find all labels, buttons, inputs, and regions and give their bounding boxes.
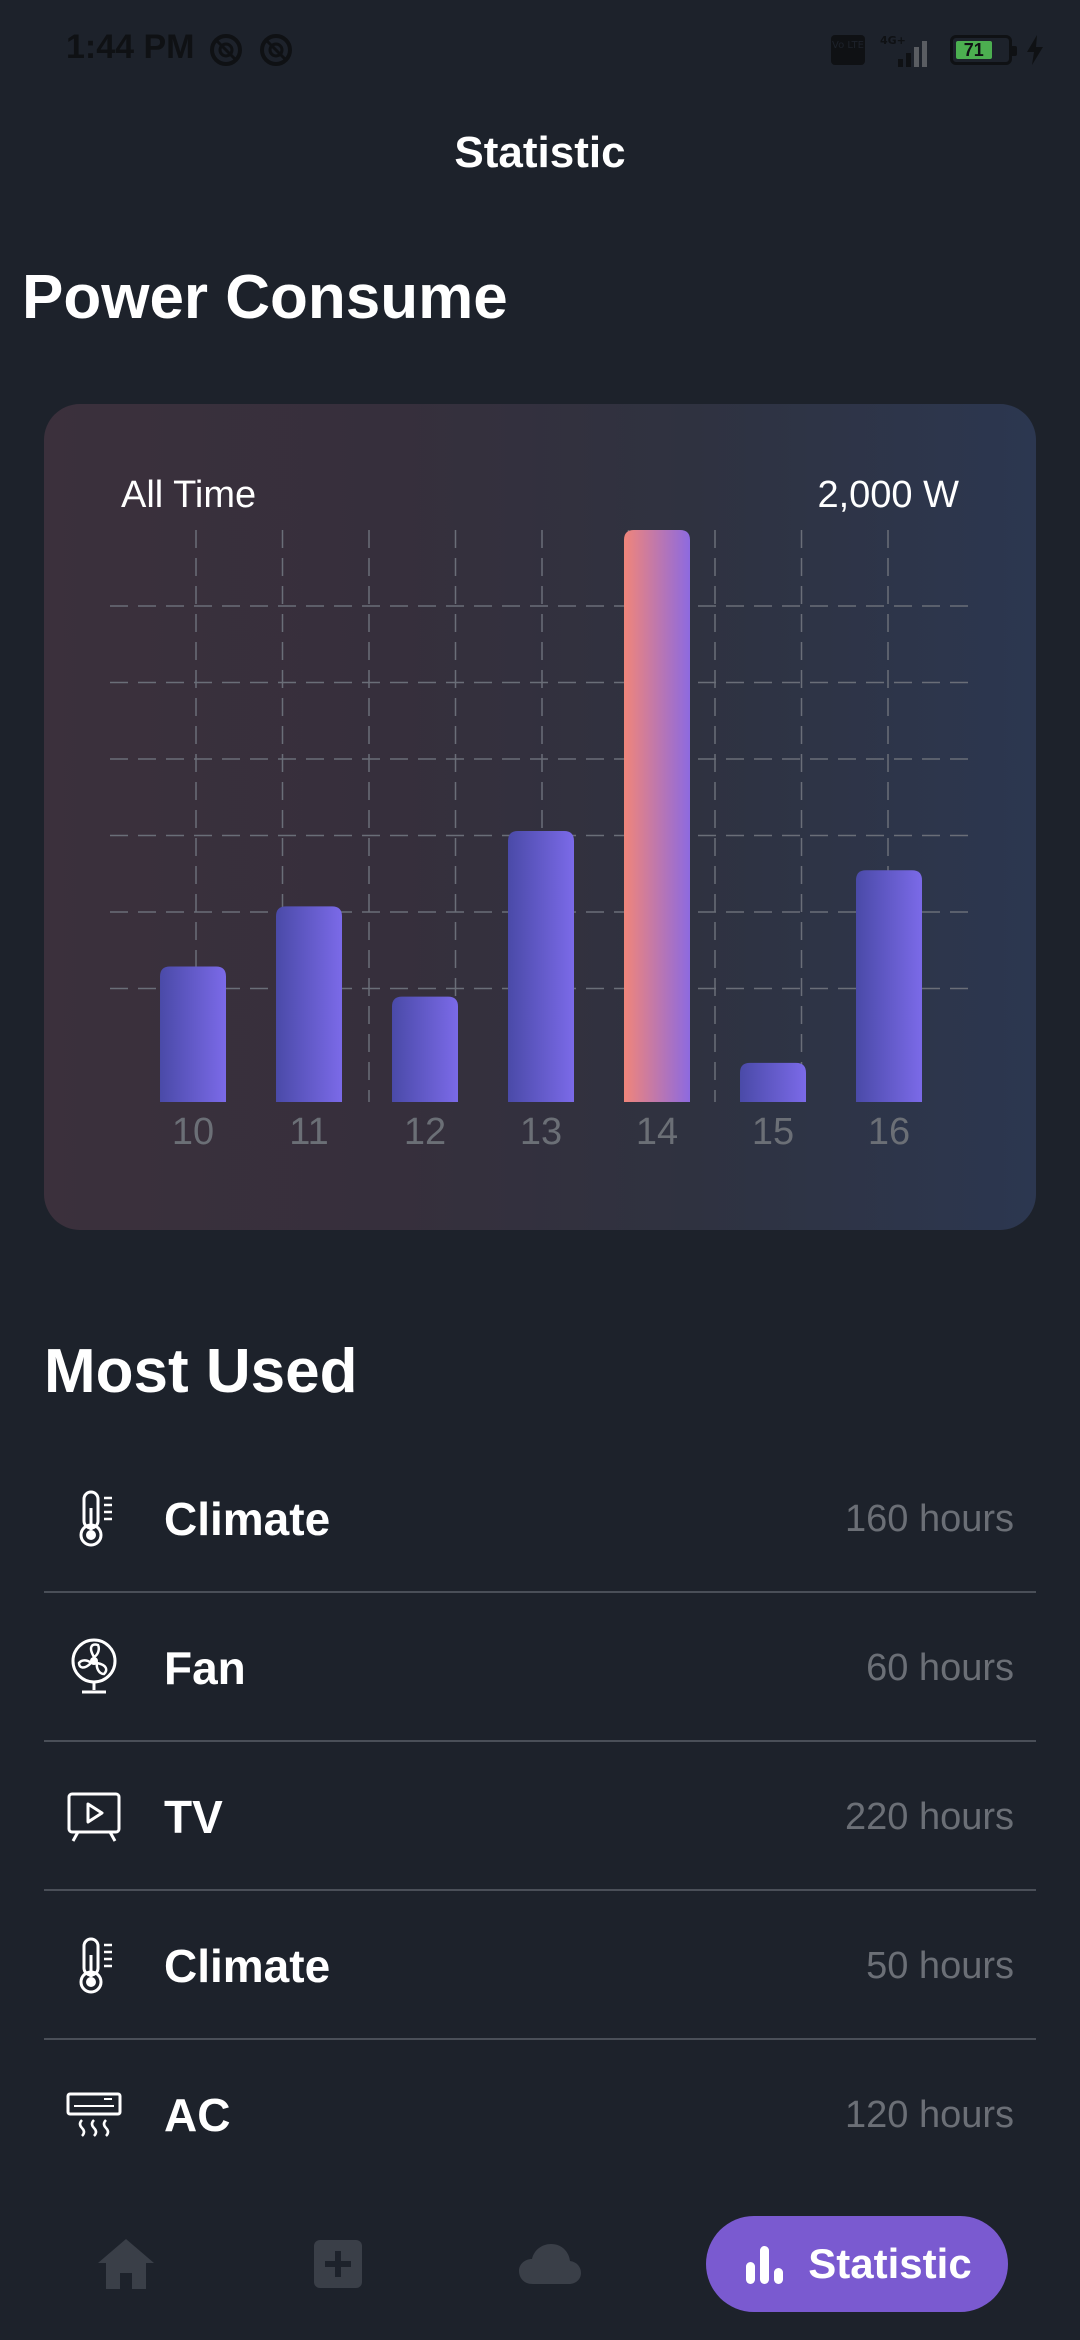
bar-chart-icon: [746, 2246, 784, 2284]
home-icon: [98, 2239, 154, 2289]
chart-bar[interactable]: [740, 1062, 806, 1102]
power-chart-card: All Time 2,000 W 10 11 12 13 14 15 16: [44, 404, 1036, 1230]
charging-icon: [1027, 35, 1043, 65]
item-name: AC: [164, 2089, 231, 2141]
power-consume-title: Power Consume: [22, 263, 508, 332]
item-name: TV: [164, 1791, 223, 1843]
chart-bars: [160, 530, 922, 1102]
signal-icon: 4G+: [880, 34, 927, 67]
battery-level: 71: [956, 40, 992, 60]
x-tick-label: 15: [752, 1111, 794, 1153]
most-used-list: Climate 160 hours Fan 60 hours: [44, 1444, 1036, 2189]
chart-bar[interactable]: [160, 966, 226, 1102]
list-item[interactable]: TV 220 hours: [44, 1742, 1036, 1891]
fan-icon: [71, 1638, 117, 1694]
x-tick-label: 10: [172, 1111, 214, 1153]
chart-x-labels: 10 11 12 13 14 15 16: [172, 1111, 910, 1153]
add-icon: [314, 2240, 362, 2288]
chart-max-label: 2,000 W: [817, 474, 959, 516]
volte-text: Vo LTE: [832, 40, 864, 51]
nav-add-button[interactable]: [288, 2214, 388, 2314]
item-hours: 120 hours: [844, 2094, 1014, 2136]
chart-bar[interactable]: [508, 831, 574, 1102]
x-tick-label: 13: [520, 1111, 562, 1153]
page-title: Statistic: [454, 128, 626, 177]
list-item[interactable]: Fan 60 hours: [44, 1593, 1036, 1742]
nav-cloud-button[interactable]: [500, 2214, 600, 2314]
list-item[interactable]: AC 120 hours: [44, 2040, 1036, 2189]
x-tick-label: 14: [636, 1111, 678, 1153]
item-hours: 60 hours: [866, 1647, 1014, 1689]
chart-range-label[interactable]: All Time: [121, 474, 257, 516]
bottom-navigation: Statistic: [0, 2200, 1080, 2340]
network-type: 4G+: [880, 34, 906, 47]
status-indicators: Vo LTE 4G+ 71: [830, 32, 1046, 68]
chart-bar-highlighted[interactable]: [624, 530, 690, 1102]
x-tick-label: 11: [289, 1111, 328, 1153]
item-hours: 160 hours: [844, 1498, 1014, 1540]
nav-statistic-label: Statistic: [808, 2240, 972, 2287]
most-used-title: Most Used: [44, 1337, 358, 1406]
item-name: Climate: [164, 1940, 331, 1992]
air-conditioner-icon: [66, 2092, 122, 2137]
power-bar-chart: 10 11 12 13 14 15 16: [110, 530, 970, 1153]
do-not-disturb-icon: [210, 34, 242, 66]
volte-icon: Vo LTE: [831, 35, 865, 65]
status-time: 1:44 PM: [66, 28, 195, 66]
list-item[interactable]: Climate 50 hours: [44, 1891, 1036, 2040]
x-tick-label: 16: [868, 1111, 910, 1153]
thermometer-icon: [79, 1490, 112, 1547]
nav-home-button[interactable]: [76, 2214, 176, 2314]
item-name: Climate: [164, 1493, 331, 1545]
x-tick-label: 12: [404, 1111, 446, 1153]
chart-bar[interactable]: [856, 870, 922, 1102]
list-item[interactable]: Climate 160 hours: [44, 1444, 1036, 1593]
data-saver-icon: [260, 34, 292, 66]
nav-statistic-button[interactable]: Statistic: [706, 2216, 1008, 2312]
chart-bar[interactable]: [276, 906, 342, 1102]
thermometer-icon: [79, 1937, 112, 1994]
item-hours: 220 hours: [844, 1796, 1014, 1838]
item-name: Fan: [164, 1642, 246, 1694]
tv-icon: [67, 1792, 121, 1842]
cloud-icon: [519, 2244, 581, 2284]
item-hours: 50 hours: [866, 1945, 1014, 1987]
chart-bar[interactable]: [392, 996, 458, 1102]
battery-icon: 71: [950, 35, 1017, 65]
status-bar: 1:44 PM Vo LTE 4G+ 71: [0, 0, 1080, 100]
